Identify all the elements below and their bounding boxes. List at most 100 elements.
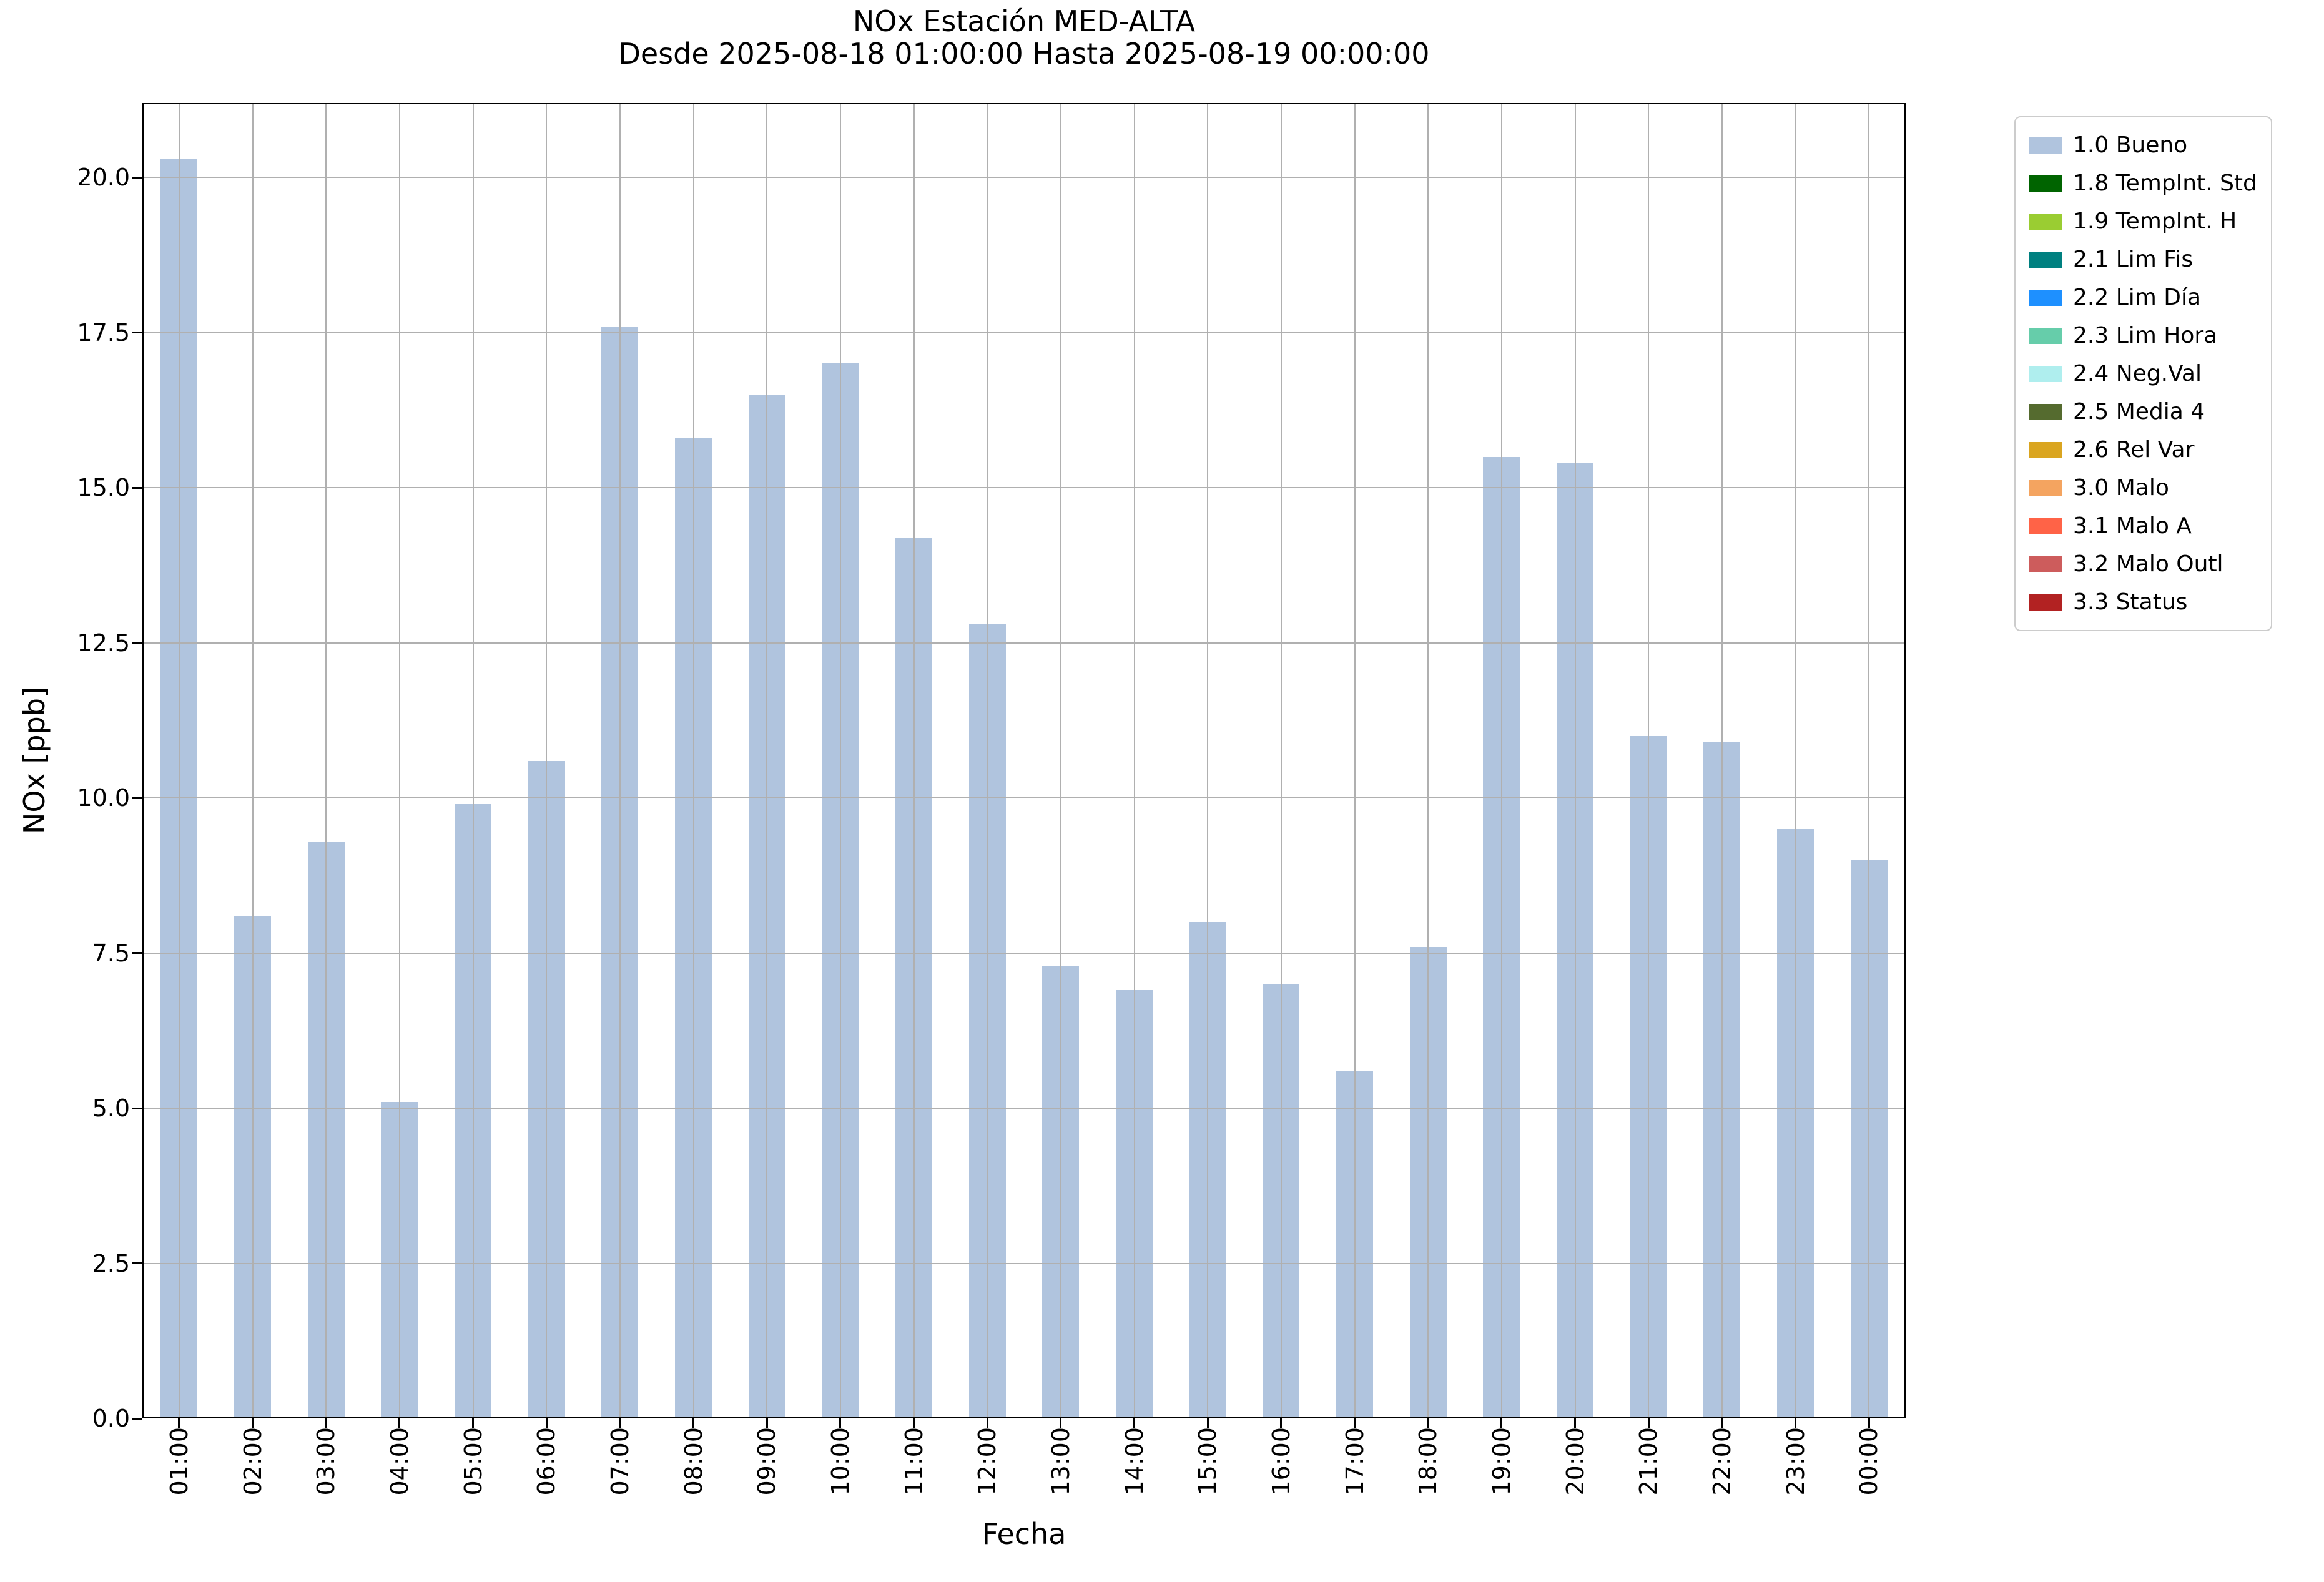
legend-swatch <box>2029 327 2062 344</box>
y-tick-label: 10.0 <box>77 784 130 812</box>
x-tick-mark <box>619 1418 621 1428</box>
y-tick-label: 7.5 <box>92 939 130 967</box>
x-tick-mark <box>1721 1418 1723 1428</box>
x-tick-mark <box>398 1418 401 1428</box>
x-tick-label: 00:00 <box>1855 1427 1883 1496</box>
legend-item-label: 3.1 Malo A <box>2073 513 2192 539</box>
chart-subtitle: Desde 2025-08-18 01:00:00 Hasta 2025-08-… <box>618 37 1430 71</box>
x-tick-label: 15:00 <box>1194 1427 1222 1496</box>
x-tick-mark <box>1280 1418 1283 1428</box>
x-tick-label: 19:00 <box>1487 1427 1515 1496</box>
gridline-vertical <box>1133 103 1135 1418</box>
x-tick-mark <box>1795 1418 1796 1428</box>
x-tick-label: 10:00 <box>826 1427 854 1496</box>
gridline-vertical <box>178 103 180 1418</box>
legend-item: 2.6 Rel Var <box>2029 431 2257 469</box>
x-tick-mark <box>766 1418 768 1428</box>
legend-item: 3.2 Malo Outl <box>2029 545 2257 583</box>
y-tick-label: 15.0 <box>77 474 130 502</box>
gridline-vertical <box>692 103 694 1418</box>
legend-item: 2.3 Lim Hora <box>2029 317 2257 355</box>
gridline-vertical <box>325 103 327 1418</box>
x-axis-label: Fecha <box>982 1517 1066 1551</box>
gridline-vertical <box>766 103 768 1418</box>
legend-item: 2.5 Media 4 <box>2029 393 2257 431</box>
x-tick-label: 13:00 <box>1046 1427 1075 1496</box>
legend-item: 2.4 Neg.Val <box>2029 355 2257 393</box>
gridline-vertical <box>1280 103 1282 1418</box>
x-tick-label: 06:00 <box>533 1427 561 1496</box>
x-tick-mark <box>1427 1418 1429 1428</box>
legend-swatch <box>2029 365 2062 382</box>
x-tick-label: 03:00 <box>312 1427 340 1496</box>
x-tick-label: 08:00 <box>679 1427 707 1496</box>
legend-item: 1.0 Bueno <box>2029 126 2257 164</box>
x-tick-label: 12:00 <box>973 1427 1002 1496</box>
x-tick-label: 02:00 <box>239 1427 267 1496</box>
legend-item-label: 1.0 Bueno <box>2073 132 2188 158</box>
x-tick-label: 22:00 <box>1708 1427 1736 1496</box>
y-tick-label: 5.0 <box>92 1094 130 1123</box>
legend-item: 2.1 Lim Fis <box>2029 240 2257 278</box>
legend-item-label: 1.8 TempInt. Std <box>2073 170 2257 196</box>
y-tick-mark <box>132 1262 142 1264</box>
x-tick-mark <box>692 1418 694 1428</box>
axes-frame <box>142 103 1906 1418</box>
gridline-vertical <box>398 103 400 1418</box>
legend-item: 3.1 Malo A <box>2029 507 2257 545</box>
legend-swatch <box>2029 594 2062 611</box>
legend-swatch <box>2029 479 2062 496</box>
gridline-vertical <box>472 103 474 1418</box>
gridline-vertical <box>1868 103 1870 1418</box>
x-tick-label: 09:00 <box>753 1427 781 1496</box>
x-tick-mark <box>1868 1418 1870 1428</box>
x-tick-label: 14:00 <box>1120 1427 1148 1496</box>
y-tick-mark <box>132 176 142 179</box>
gridline-vertical <box>1354 103 1356 1418</box>
legend-item: 2.2 Lim Día <box>2029 278 2257 317</box>
legend-item-label: 3.0 Malo <box>2073 475 2169 501</box>
x-tick-label: 20:00 <box>1561 1427 1589 1496</box>
gridline-horizontal <box>142 1108 1906 1109</box>
legend-item: 3.3 Status <box>2029 583 2257 621</box>
x-tick-mark <box>1574 1418 1576 1428</box>
legend-swatch <box>2029 213 2062 230</box>
legend-swatch <box>2029 556 2062 572</box>
legend-item-label: 3.2 Malo Outl <box>2073 551 2223 577</box>
legend-item: 1.8 TempInt. Std <box>2029 164 2257 202</box>
x-tick-mark <box>325 1418 327 1428</box>
legend-item-label: 3.3 Status <box>2073 589 2188 615</box>
chart-title: NOx Estación MED-ALTA <box>852 4 1196 38</box>
gridline-vertical <box>1427 103 1429 1418</box>
x-tick-label: 01:00 <box>165 1427 193 1496</box>
gridline-horizontal <box>142 1262 1906 1264</box>
gridline-vertical <box>1207 103 1209 1418</box>
x-tick-mark <box>1206 1418 1209 1428</box>
x-tick-mark <box>472 1418 474 1428</box>
x-tick-mark <box>1500 1418 1503 1428</box>
legend-swatch <box>2029 518 2062 534</box>
legend-swatch <box>2029 175 2062 192</box>
y-axis-label: NOx [ppb] <box>17 687 51 834</box>
gridline-vertical <box>1648 103 1650 1418</box>
gridline-vertical <box>1060 103 1061 1418</box>
gridline-horizontal <box>142 952 1906 954</box>
gridline-vertical <box>987 103 988 1418</box>
gridline-vertical <box>913 103 915 1418</box>
x-tick-label: 05:00 <box>459 1427 487 1496</box>
x-tick-mark <box>1060 1418 1062 1428</box>
x-tick-mark <box>913 1418 915 1428</box>
y-tick-mark <box>132 1417 142 1420</box>
x-tick-label: 21:00 <box>1635 1427 1663 1496</box>
x-tick-mark <box>545 1418 548 1428</box>
y-tick-mark <box>132 952 142 955</box>
x-tick-label: 23:00 <box>1781 1427 1809 1496</box>
y-tick-mark <box>132 486 142 489</box>
gridline-horizontal <box>142 332 1906 333</box>
x-tick-mark <box>252 1418 254 1428</box>
y-tick-mark <box>132 642 142 644</box>
x-tick-mark <box>986 1418 988 1428</box>
legend-item: 1.9 TempInt. H <box>2029 202 2257 240</box>
x-tick-label: 17:00 <box>1341 1427 1369 1496</box>
x-tick-mark <box>1647 1418 1650 1428</box>
